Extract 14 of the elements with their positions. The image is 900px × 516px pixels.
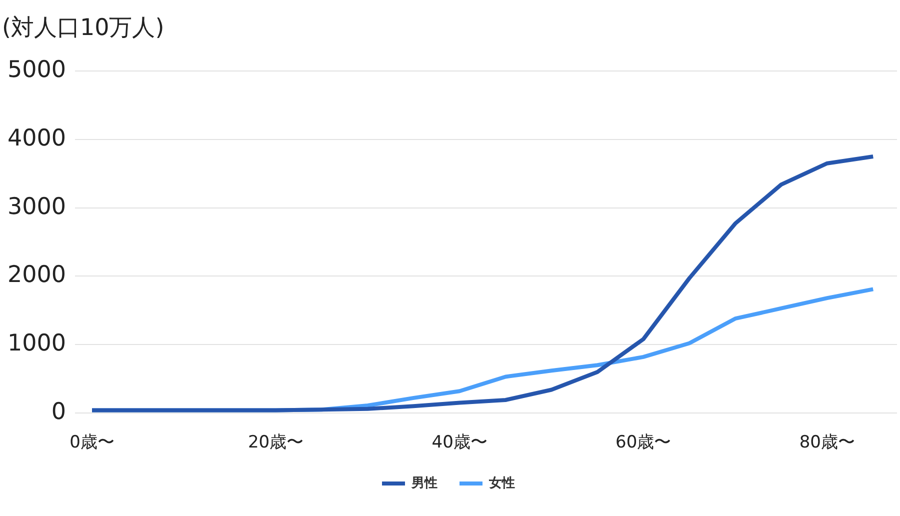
x-tick-label: 0歳〜 [70, 432, 114, 453]
y-axis-title: (対人口10万人) [2, 15, 164, 43]
y-tick-label: 4000 [7, 125, 66, 152]
y-tick-label: 5000 [7, 56, 66, 83]
y-tick-label: 3000 [7, 194, 66, 220]
x-tick-label: 20歳〜 [248, 432, 304, 453]
y-tick-label: 1000 [7, 330, 66, 357]
legend-label: 男性 [410, 476, 438, 491]
x-tick-label: 40歳〜 [432, 432, 488, 453]
x-tick-label: 60歳〜 [616, 432, 672, 453]
x-tick-label: 80歳〜 [799, 432, 855, 453]
legend-label: 女性 [488, 476, 515, 491]
y-tick-label: 2000 [7, 262, 66, 288]
y-tick-label: 0 [51, 398, 66, 425]
